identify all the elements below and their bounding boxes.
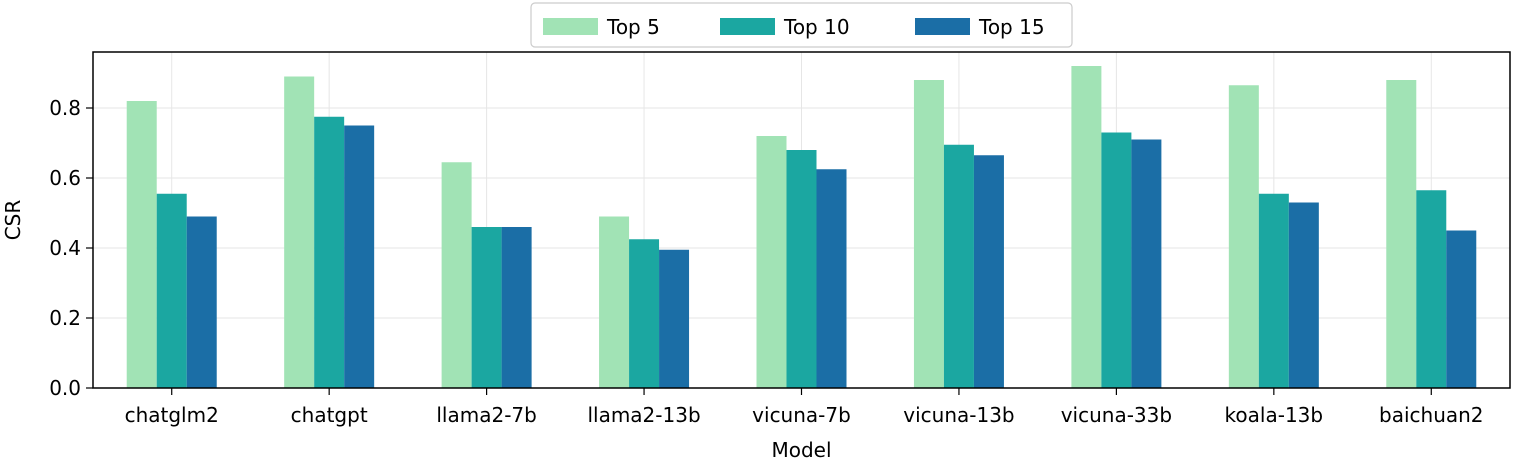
legend-label: Top 15 — [978, 15, 1045, 39]
bar-top-15-chatglm2 — [186, 216, 217, 388]
y-axis-label: CSR — [1, 200, 25, 241]
bar-top-10-vicuna-13b — [943, 144, 974, 388]
bar-top-5-vicuna-7b — [756, 136, 787, 388]
x-tick-label: koala-13b — [1225, 403, 1324, 427]
legend-swatch-top-5 — [543, 18, 598, 35]
bar-top-5-baichuan2 — [1386, 80, 1417, 388]
legend-box — [530, 2, 1073, 48]
x-axis-label: Model — [771, 438, 831, 462]
legend-label: Top 5 — [606, 15, 660, 39]
x-tick-label: baichuan2 — [1379, 403, 1484, 427]
y-tick-label: 0.2 — [49, 306, 81, 330]
bar-top-5-koala-13b — [1228, 85, 1259, 388]
y-tick-label: 0.4 — [49, 236, 81, 260]
bar-top-10-chatglm2 — [156, 193, 187, 388]
x-tick-label: chatgpt — [291, 403, 368, 427]
legend-label: Top 10 — [783, 15, 850, 39]
bar-top-15-vicuna-33b — [1131, 139, 1162, 388]
y-tick-label: 0.6 — [49, 166, 81, 190]
x-tick-label: llama2-7b — [436, 403, 536, 427]
bar-top-15-chatgpt — [344, 125, 375, 388]
legend: Top 5 Top 10 Top 15 — [530, 2, 1073, 48]
y-axis: 0.0 0.2 0.4 0.6 0.8 — [49, 96, 93, 400]
x-tick-label: vicuna-13b — [903, 403, 1014, 427]
bar-top-10-llama2-13b — [629, 239, 660, 388]
x-tick-label: chatglm2 — [125, 403, 219, 427]
bars — [126, 66, 1477, 388]
bar-top-15-koala-13b — [1288, 202, 1319, 388]
y-tick-label: 0.8 — [49, 96, 81, 120]
legend-swatch-top-10 — [720, 18, 775, 35]
bar-top-10-baichuan2 — [1416, 190, 1447, 388]
bar-top-10-koala-13b — [1258, 193, 1289, 388]
bar-top-10-vicuna-7b — [786, 150, 817, 388]
bar-top-15-llama2-7b — [501, 227, 532, 388]
bar-top-15-llama2-13b — [659, 249, 690, 388]
x-tick-label: vicuna-7b — [752, 403, 851, 427]
bar-top-5-vicuna-33b — [1071, 66, 1102, 388]
bar-top-5-chatgpt — [284, 76, 315, 388]
bar-top-15-vicuna-7b — [816, 169, 847, 388]
bar-top-5-chatglm2 — [126, 101, 157, 388]
bar-top-10-vicuna-33b — [1101, 132, 1132, 388]
bar-top-10-llama2-7b — [471, 227, 502, 388]
legend-swatch-top-15 — [915, 18, 970, 35]
x-tick-label: vicuna-33b — [1061, 403, 1172, 427]
bar-top-10-chatgpt — [314, 116, 345, 388]
x-tick-label: llama2-13b — [587, 403, 700, 427]
bar-top-5-llama2-7b — [441, 162, 472, 388]
bar-top-5-llama2-13b — [599, 216, 630, 388]
bar-top-15-vicuna-13b — [973, 155, 1004, 388]
bar-top-5-vicuna-13b — [913, 80, 944, 388]
bar-top-15-baichuan2 — [1446, 230, 1477, 388]
x-axis: chatglm2 chatgpt llama2-7b llama2-13b vicuna… — [125, 388, 1484, 427]
y-tick-label: 0.0 — [49, 376, 81, 400]
